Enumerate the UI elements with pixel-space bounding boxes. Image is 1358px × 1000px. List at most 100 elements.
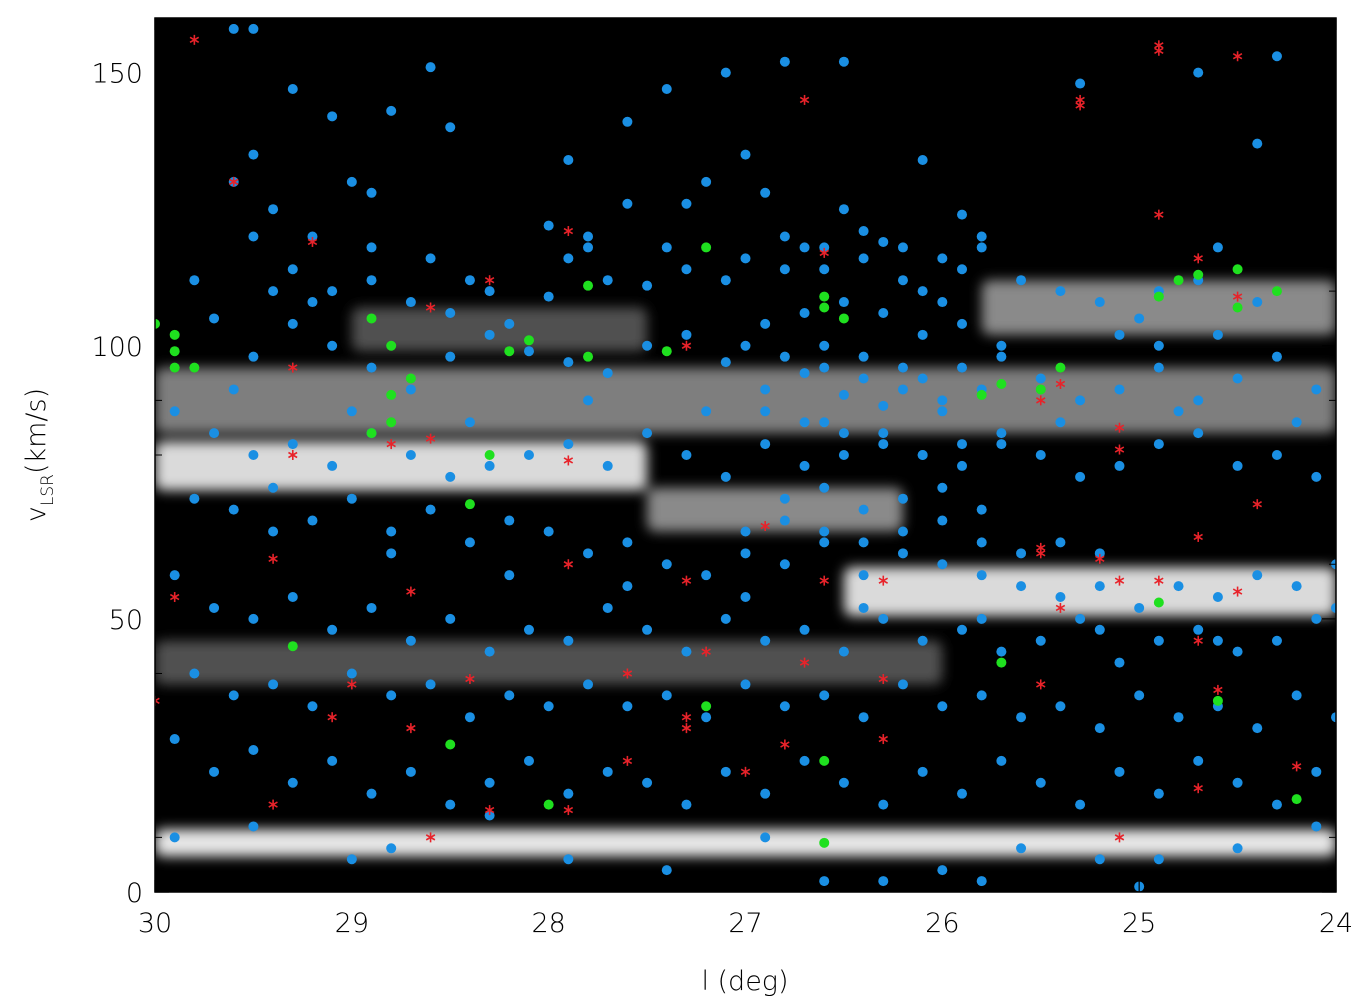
blue-point	[445, 471, 456, 482]
blue-point	[543, 220, 554, 231]
blue-point	[209, 313, 220, 324]
green-point	[1153, 291, 1164, 302]
blue-point	[583, 679, 594, 690]
blue-point	[878, 876, 889, 887]
blue-point	[1311, 613, 1322, 624]
blue-point	[1094, 854, 1105, 865]
green-point	[464, 499, 475, 510]
x-tick-label: 24	[1319, 908, 1353, 939]
asterisk-point	[681, 340, 692, 351]
asterisk-point	[819, 575, 829, 586]
asterisk-point	[1154, 40, 1164, 51]
green-point	[287, 641, 298, 652]
blue-point	[838, 56, 849, 67]
emission-band	[981, 280, 1336, 335]
blue-point	[445, 122, 456, 133]
blue-point	[1232, 777, 1243, 788]
asterisk-point	[1232, 291, 1243, 302]
asterisk-point	[878, 673, 889, 684]
green-point	[583, 280, 594, 291]
asterisk-point	[155, 695, 160, 706]
y-tick-label: 0	[126, 878, 143, 909]
blue-point	[681, 799, 692, 810]
blue-point	[523, 346, 534, 357]
blue-point	[681, 450, 692, 460]
asterisk-point	[1232, 586, 1243, 597]
blue-point	[878, 236, 889, 247]
blue-point	[897, 679, 908, 690]
asterisk-point	[622, 755, 633, 766]
blue-point	[878, 613, 889, 624]
asterisk-point	[1193, 635, 1203, 646]
blue-point	[425, 62, 436, 73]
asterisk-point	[189, 34, 200, 45]
blue-point	[1232, 843, 1243, 854]
blue-point	[1193, 395, 1204, 406]
blue-point	[1153, 340, 1164, 351]
data-points	[155, 23, 1336, 892]
blue-point	[642, 428, 653, 439]
green-point	[155, 318, 160, 329]
asterisk-point	[425, 433, 436, 444]
blue-point	[563, 253, 574, 264]
blue-point	[1134, 602, 1145, 613]
blue-point	[779, 264, 790, 275]
blue-point	[1016, 548, 1027, 559]
blue-point	[287, 439, 298, 450]
blue-point	[1153, 854, 1164, 865]
blue-point	[307, 515, 318, 526]
blue-point	[287, 777, 298, 788]
green-point	[583, 351, 594, 362]
blue-point	[1311, 766, 1322, 777]
blue-point	[327, 755, 338, 766]
blue-point	[799, 242, 810, 253]
blue-point	[248, 149, 259, 160]
asterisk-point	[740, 766, 751, 777]
green-point	[386, 389, 397, 400]
blue-point	[661, 84, 672, 95]
blue-point	[740, 340, 751, 351]
green-point	[819, 302, 830, 313]
blue-point	[917, 450, 928, 460]
blue-point	[937, 482, 948, 493]
blue-point	[248, 821, 259, 832]
asterisk-point	[1154, 575, 1164, 586]
blue-point	[622, 537, 633, 548]
blue-point	[642, 340, 653, 351]
blue-point	[661, 559, 672, 570]
blue-point	[1331, 712, 1336, 723]
green-point	[386, 340, 397, 351]
green-point	[819, 291, 830, 302]
blue-point	[642, 624, 653, 635]
blue-point	[957, 209, 968, 220]
blue-point	[1035, 635, 1046, 646]
blue-point	[957, 439, 968, 450]
blue-point	[976, 242, 987, 253]
asterisk-point	[347, 679, 357, 690]
blue-point	[405, 297, 416, 308]
blue-point	[779, 701, 790, 712]
x-tick-label: 30	[138, 908, 172, 939]
asterisk-point	[465, 673, 475, 684]
blue-point	[248, 613, 259, 624]
blue-point	[1173, 406, 1184, 417]
emission-band	[155, 829, 1336, 857]
blue-point	[523, 624, 534, 635]
blue-point	[1114, 460, 1125, 471]
blue-point	[1094, 297, 1105, 308]
blue-point	[504, 690, 515, 701]
blue-point	[720, 275, 731, 286]
blue-point	[1311, 471, 1322, 482]
y-tick-label: 100	[91, 332, 143, 363]
blue-point	[386, 843, 397, 854]
blue-point	[760, 832, 771, 843]
blue-point	[858, 373, 869, 384]
asterisk-point	[1055, 602, 1066, 613]
blue-point	[1016, 712, 1027, 723]
blue-point	[897, 275, 908, 286]
blue-point	[169, 570, 180, 581]
emission-map	[155, 280, 1336, 857]
x-tick-label: 27	[728, 908, 762, 939]
blue-point	[701, 406, 712, 417]
green-point	[1232, 264, 1243, 275]
